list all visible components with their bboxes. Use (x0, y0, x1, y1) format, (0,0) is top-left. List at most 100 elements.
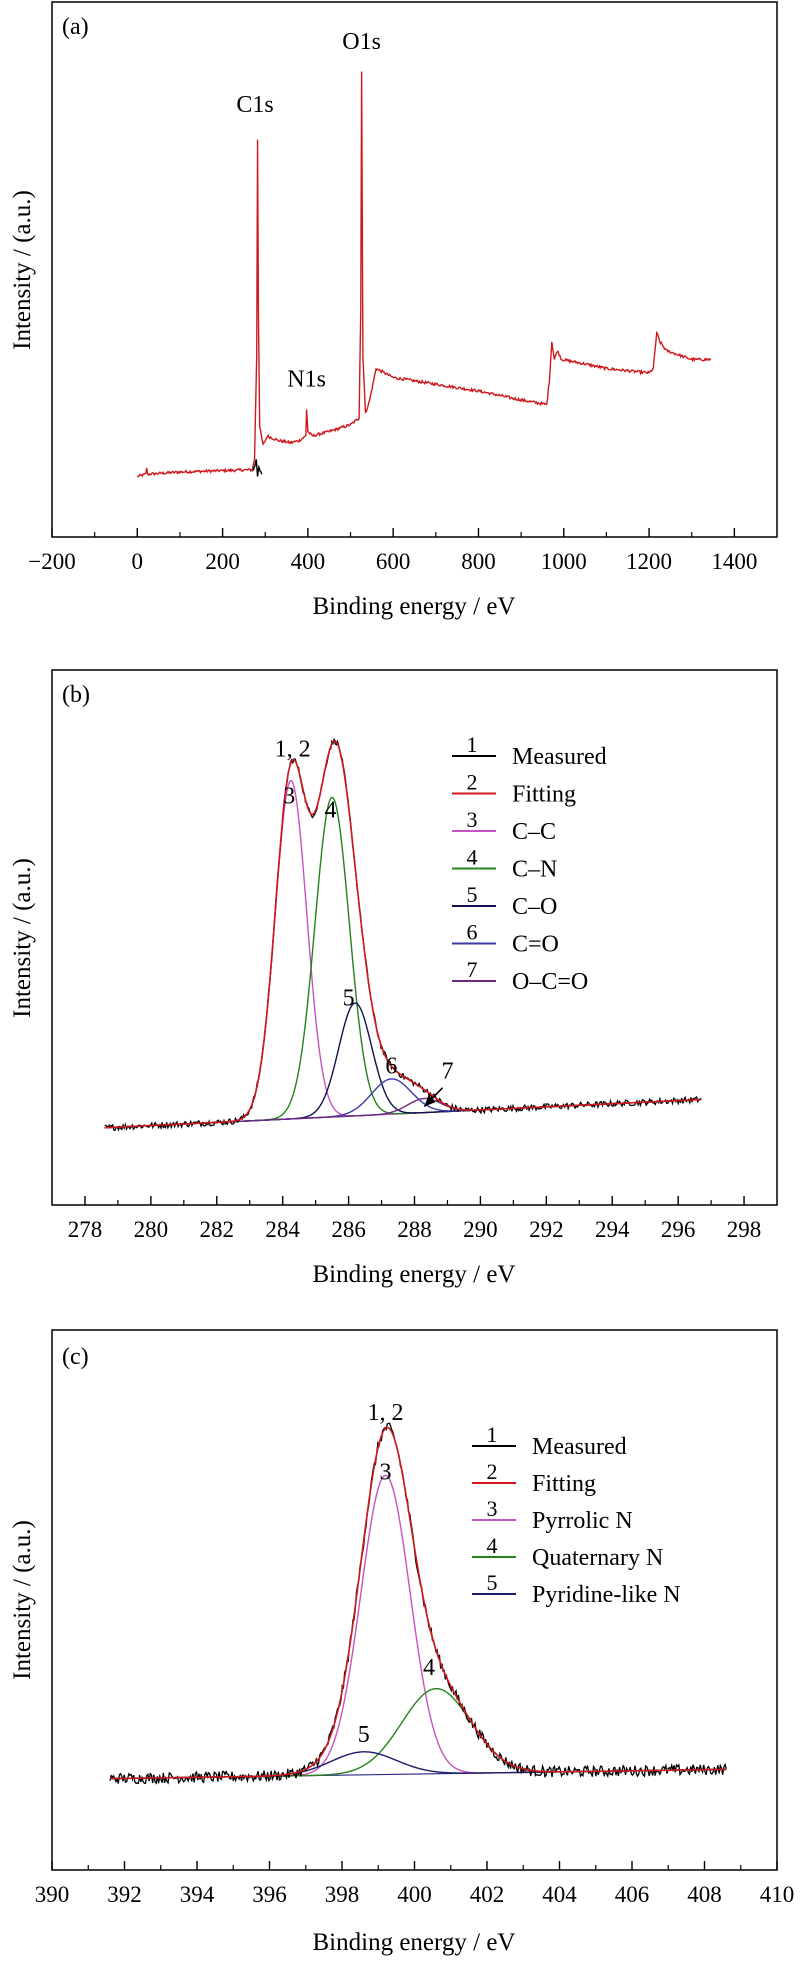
legend-b: 1 Measured 2 Fitting 3 C–C 4 C–N 5 C–O 6 C=O 7 O–C=O (452, 732, 607, 995)
x-tick-label-a: 1000 (541, 549, 587, 574)
legend-number-c: 4 (487, 1533, 498, 1558)
annotations-a: C1s N1s O1s (236, 29, 381, 393)
component-peak-b-5 (104, 1002, 702, 1129)
x-axis-ticks-a: −200 0 200 400 600 800 1000 1200 1400 (28, 528, 757, 574)
legend-entry-b: C=O (512, 932, 559, 958)
x-tick-label-c: 392 (107, 1882, 142, 1907)
series-a (136, 71, 712, 478)
component-peak-c-3 (109, 1474, 727, 1780)
legend-entry-b: Fitting (512, 782, 576, 808)
peak-annotation-b: 3 (283, 783, 295, 809)
panel-c: (c) Intensity / (a.u.) Binding energy / … (9, 1329, 795, 1956)
annotations-b: 1, 2 3 4 5 6 7 (275, 736, 454, 1084)
x-axis-ticks-c: 390 392 394 396 398 400 402 404 406 408 410 (35, 1861, 795, 1907)
legend-entry-c: Quaternary N (532, 1545, 663, 1571)
x-tick-label-b: 296 (661, 1217, 696, 1242)
peak-annotation-b: 7 (441, 1058, 453, 1084)
legend-number-b: 2 (467, 770, 478, 795)
peak-annotation-b: 4 (324, 798, 336, 824)
panel-label-a: (a) (62, 14, 89, 40)
fitting-line-b (104, 740, 702, 1129)
peak-annotation-b: 1, 2 (275, 736, 311, 762)
legend-number-b: 6 (467, 920, 478, 945)
x-tick-label-b: 282 (200, 1217, 235, 1242)
series-b (104, 738, 702, 1132)
x-tick-label-a: 1400 (711, 549, 757, 574)
legend-number-b: 7 (467, 957, 478, 982)
peak-annotation-b: 6 (385, 1054, 397, 1080)
y-axis-label-a: Intensity / (a.u.) (9, 190, 36, 350)
x-tick-label-a: 200 (205, 549, 240, 574)
peak-annotation-a: O1s (342, 29, 381, 55)
x-tick-label-c: 404 (542, 1882, 577, 1907)
x-tick-label-c: 400 (397, 1882, 432, 1907)
annotations-c: 1, 2 3 4 5 (358, 1400, 435, 1748)
x-tick-label-b: 294 (595, 1217, 630, 1242)
fitting-line-c (109, 1426, 727, 1780)
legend-entry-c: Measured (532, 1434, 627, 1460)
x-tick-label-a: 600 (376, 549, 411, 574)
legend-entry-c: Fitting (532, 1471, 596, 1497)
legend-entry-b: O–C=O (512, 969, 588, 995)
peak-annotation-b: 5 (343, 986, 355, 1012)
spectrum-line-a-0 (136, 71, 712, 478)
x-tick-label-a: 0 (132, 549, 144, 574)
legend-entry-b: C–N (512, 857, 557, 883)
panel-label-b: (b) (62, 682, 90, 708)
x-tick-label-a: −200 (28, 549, 75, 574)
x-tick-label-c: 398 (325, 1882, 360, 1907)
x-tick-label-c: 402 (470, 1882, 505, 1907)
x-tick-label-c: 408 (687, 1882, 722, 1907)
legend-entry-b: C–O (512, 894, 557, 920)
panel-a: (a) Intensity / (a.u.) Binding energy / … (9, 1, 778, 620)
x-tick-label-b: 278 (68, 1217, 103, 1242)
x-axis-label-b: Binding energy / eV (313, 1261, 516, 1288)
component-peak-b-4 (104, 796, 702, 1129)
x-axis-ticks-b: 278 280 282 284 286 288 290 292 294 296 298 (68, 1196, 762, 1242)
legend-number-b: 3 (467, 807, 478, 832)
x-tick-label-b: 298 (727, 1217, 762, 1242)
peak-annotation-c: 1, 2 (368, 1400, 404, 1426)
x-tick-label-c: 390 (35, 1882, 70, 1907)
x-axis-label-a: Binding energy / eV (313, 593, 516, 620)
plot-frame-a (51, 1, 778, 538)
x-tick-label-c: 396 (252, 1882, 287, 1907)
legend-number-c: 1 (487, 1422, 498, 1447)
panel-b: (b) Intensity / (a.u.) Binding energy / … (9, 669, 778, 1288)
legend-number-c: 5 (487, 1570, 498, 1595)
peak-annotation-c: 4 (423, 1655, 435, 1681)
y-axis-label-c: Intensity / (a.u.) (9, 1520, 36, 1680)
legend-entry-b: Measured (512, 744, 607, 770)
x-tick-label-c: 410 (760, 1882, 795, 1907)
peak-annotation-c: 5 (358, 1722, 370, 1748)
x-tick-label-b: 290 (463, 1217, 498, 1242)
legend-entry-c: Pyrrolic N (532, 1508, 633, 1534)
x-tick-label-b: 292 (529, 1217, 564, 1242)
x-tick-label-b: 284 (265, 1217, 300, 1242)
peak-annotation-a: C1s (236, 92, 273, 118)
measured-line-b (104, 738, 702, 1132)
x-tick-label-a: 800 (461, 549, 496, 574)
spectrum-line-a-1 (252, 459, 263, 477)
legend-number-b: 1 (467, 732, 478, 757)
y-axis-label-b: Intensity / (a.u.) (9, 858, 36, 1018)
legend-number-b: 5 (467, 882, 478, 907)
peak-annotation-c: 3 (380, 1460, 392, 1486)
legend-entry-b: C–C (512, 819, 556, 845)
x-axis-label-c: Binding energy / eV (313, 1929, 516, 1956)
x-tick-label-c: 406 (615, 1882, 650, 1907)
panel-label-c: (c) (62, 1344, 89, 1370)
arrow-head (424, 1095, 436, 1107)
series-c (109, 1422, 727, 1785)
legend-c: 1 Measured 2 Fitting 3 Pyrrolic N 4 Quaternary … (472, 1422, 681, 1608)
legend-number-c: 3 (487, 1496, 498, 1521)
peak-annotation-a: N1s (287, 367, 326, 393)
component-peak-c-4 (109, 1687, 727, 1780)
x-tick-label-b: 288 (397, 1217, 432, 1242)
x-tick-label-b: 280 (134, 1217, 169, 1242)
legend-entry-c: Pyridine-like N (532, 1582, 681, 1608)
legend-number-c: 2 (487, 1459, 498, 1484)
x-tick-label-a: 1200 (626, 549, 672, 574)
x-tick-label-a: 400 (291, 549, 326, 574)
